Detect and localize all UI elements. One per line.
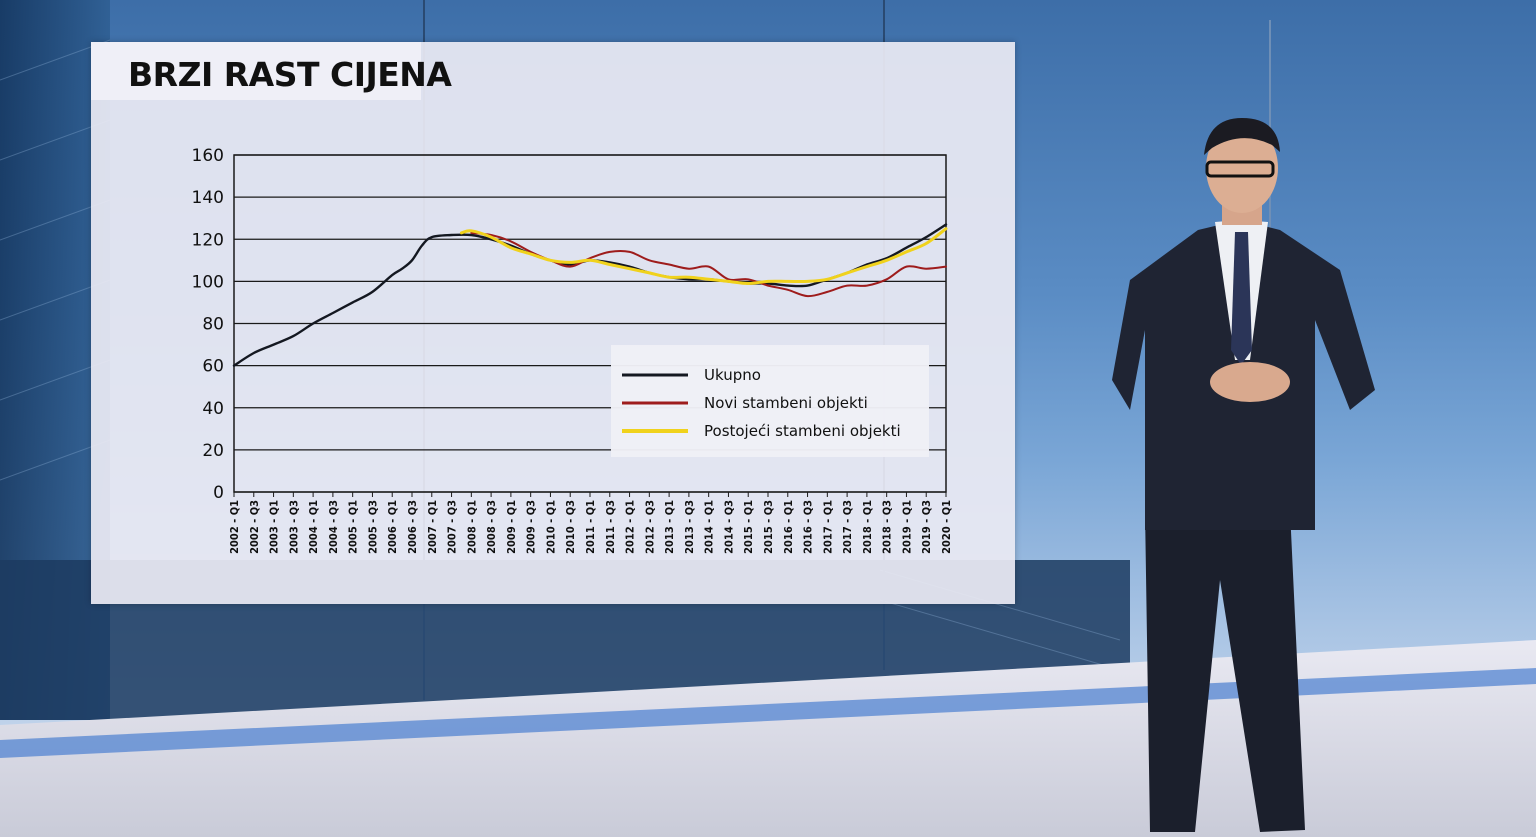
presenter-legs (1145, 510, 1305, 832)
x-tick-label: 2006 - Q1 (386, 500, 399, 554)
y-tick-label: 120 (192, 230, 224, 250)
presenter (1112, 118, 1375, 832)
x-tick-label: 2019 - Q1 (900, 500, 913, 554)
x-tick-label: 2020 - Q1 (940, 500, 953, 554)
y-tick-label: 40 (202, 399, 224, 419)
legend-label: Novi stambeni objekti (704, 394, 868, 412)
y-tick-label: 80 (202, 315, 224, 335)
x-tick-label: 2002 - Q1 (228, 500, 241, 554)
x-tick-label: 2007 - Q3 (446, 500, 459, 554)
x-tick-label: 2006 - Q3 (406, 500, 419, 554)
legend-label: Ukupno (704, 366, 761, 384)
x-tick-label: 2004 - Q3 (327, 500, 340, 554)
legend-box (611, 345, 929, 457)
y-tick-label: 140 (192, 188, 224, 208)
x-tick-label: 2009 - Q3 (525, 500, 538, 554)
x-tick-label: 2007 - Q1 (426, 500, 439, 554)
presenter-hair (1204, 118, 1280, 155)
x-tick-label: 2012 - Q1 (624, 500, 637, 554)
series-line-3 (459, 227, 948, 285)
presenter-head (1206, 123, 1278, 213)
x-tick-label: 2017 - Q1 (821, 500, 834, 554)
x-tick-label: 2016 - Q3 (802, 500, 815, 554)
x-tick-label: 2005 - Q1 (347, 500, 360, 554)
glasses-icon (1205, 160, 1275, 178)
x-tick-label: 2005 - Q3 (366, 500, 379, 554)
x-tick-label: 2014 - Q3 (722, 500, 735, 554)
presenter-tie (1231, 232, 1252, 365)
x-tick-label: 2003 - Q3 (287, 500, 300, 554)
x-tick-label: 2014 - Q1 (703, 500, 716, 554)
y-tick-label: 160 (192, 146, 224, 166)
x-tick-label: 2015 - Q3 (762, 500, 775, 554)
x-tick-label: 2010 - Q1 (544, 500, 557, 554)
x-tick-label: 2011 - Q1 (584, 500, 597, 554)
x-tick-label: 2013 - Q1 (663, 500, 676, 554)
x-tick-label: 2004 - Q1 (307, 500, 320, 554)
x-tick-label: 2002 - Q3 (248, 500, 261, 554)
y-tick-label: 100 (192, 272, 224, 292)
y-tick-label: 20 (202, 441, 224, 461)
x-tick-label: 2010 - Q3 (564, 500, 577, 554)
series-line-1 (232, 223, 948, 367)
x-tick-label: 2013 - Q3 (683, 500, 696, 554)
y-tick-label: 60 (202, 357, 224, 377)
x-tick-label: 2003 - Q1 (268, 500, 281, 554)
x-tick-label: 2018 - Q3 (881, 500, 894, 554)
presenter-hands (1210, 362, 1290, 402)
x-tick-label: 2016 - Q1 (782, 500, 795, 554)
x-tick-label: 2012 - Q3 (643, 500, 656, 554)
x-tick-label: 2011 - Q3 (604, 500, 617, 554)
x-tick-label: 2008 - Q3 (485, 500, 498, 554)
x-tick-label: 2017 - Q3 (841, 500, 854, 554)
x-tick-label: 2009 - Q1 (505, 500, 518, 554)
x-tick-label: 2018 - Q1 (861, 500, 874, 554)
chart-title: BRZI RAST CIJENA (128, 55, 452, 94)
legend-label: Postojeći stambeni objekti (704, 422, 901, 440)
y-tick-label: 0 (213, 483, 224, 503)
x-tick-label: 2008 - Q1 (465, 500, 478, 554)
title-box (91, 42, 421, 100)
x-tick-label: 2015 - Q1 (742, 500, 755, 554)
x-tick-label: 2019 - Q3 (920, 500, 933, 554)
